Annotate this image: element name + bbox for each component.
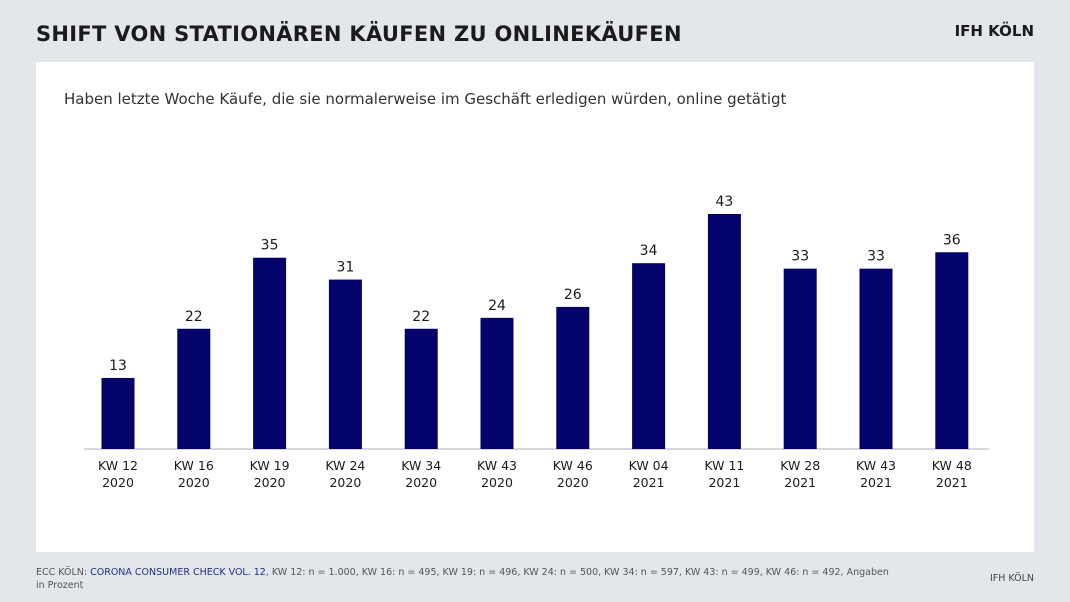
tick-label-year: 2021 bbox=[860, 475, 892, 490]
data-label: 24 bbox=[488, 298, 506, 314]
tick-label-week: KW 34 bbox=[401, 458, 441, 473]
brand-logo: IFH KÖLN bbox=[954, 22, 1034, 40]
data-label: 34 bbox=[640, 243, 658, 259]
tick-label-year: 2020 bbox=[254, 475, 286, 490]
tick-label-week: KW 04 bbox=[629, 458, 669, 473]
data-label: 26 bbox=[564, 287, 582, 303]
source-link[interactable]: CORONA CONSUMER CHECK VOL. 12 bbox=[90, 567, 266, 578]
source-prefix: ECC KÖLN: bbox=[36, 567, 91, 578]
tick-label-week: KW 43 bbox=[856, 458, 896, 473]
data-label: 13 bbox=[109, 358, 127, 374]
tick-label-year: 2021 bbox=[708, 475, 740, 490]
tick-label-year: 2020 bbox=[102, 475, 134, 490]
tick-label-week: KW 19 bbox=[250, 458, 290, 473]
data-label: 43 bbox=[715, 194, 733, 210]
chart-subtitle: Haben letzte Woche Käufe, die sie normal… bbox=[64, 90, 787, 108]
data-label: 22 bbox=[185, 309, 203, 325]
page-title: SHIFT VON STATIONÄREN KÄUFEN ZU ONLINEKÄ… bbox=[36, 22, 682, 46]
bar bbox=[253, 257, 287, 449]
tick-label-year: 2021 bbox=[784, 475, 816, 490]
bar bbox=[101, 377, 135, 449]
tick-label-year: 2020 bbox=[405, 475, 437, 490]
bar bbox=[556, 306, 590, 449]
bar bbox=[177, 328, 211, 449]
tick-label-year: 2021 bbox=[936, 475, 968, 490]
tick-label-year: 2021 bbox=[633, 475, 665, 490]
tick-label-year: 2020 bbox=[557, 475, 589, 490]
source-details: , KW 12: n = 1.000, KW 16: n = 495, KW 1… bbox=[36, 567, 889, 591]
bar-chart: 13 KW 12 2020 22 KW 16 2020 35 KW 19 2020 31 KW 24… bbox=[84, 194, 989, 490]
data-label: 22 bbox=[412, 309, 430, 325]
chart-panel: Haben letzte Woche Käufe, die sie normal… bbox=[36, 62, 1034, 552]
data-label: 33 bbox=[791, 249, 809, 265]
bar bbox=[707, 214, 741, 449]
tick-label-week: KW 16 bbox=[174, 458, 214, 473]
data-label: 33 bbox=[867, 249, 885, 265]
data-label: 36 bbox=[943, 232, 961, 248]
bar bbox=[632, 263, 666, 449]
tick-label-week: KW 48 bbox=[932, 458, 972, 473]
data-label: 31 bbox=[336, 260, 354, 276]
bar bbox=[783, 268, 817, 449]
bar bbox=[404, 328, 438, 449]
bar bbox=[859, 268, 893, 449]
tick-label-week: KW 46 bbox=[553, 458, 593, 473]
tick-label-year: 2020 bbox=[481, 475, 513, 490]
tick-label-year: 2020 bbox=[329, 475, 361, 490]
tick-label-week: KW 43 bbox=[477, 458, 517, 473]
bar bbox=[328, 279, 362, 449]
bar bbox=[935, 252, 969, 449]
tick-label-week: KW 24 bbox=[325, 458, 365, 473]
tick-label-week: KW 12 bbox=[98, 458, 138, 473]
tick-label-week: KW 11 bbox=[704, 458, 744, 473]
tick-label-week: KW 28 bbox=[780, 458, 820, 473]
data-label: 35 bbox=[261, 238, 279, 254]
source-note: ECC KÖLN: CORONA CONSUMER CHECK VOL. 12,… bbox=[36, 566, 896, 592]
tick-label-year: 2020 bbox=[178, 475, 210, 490]
bar bbox=[480, 317, 514, 449]
brand-footer: IFH KÖLN bbox=[989, 573, 1034, 584]
